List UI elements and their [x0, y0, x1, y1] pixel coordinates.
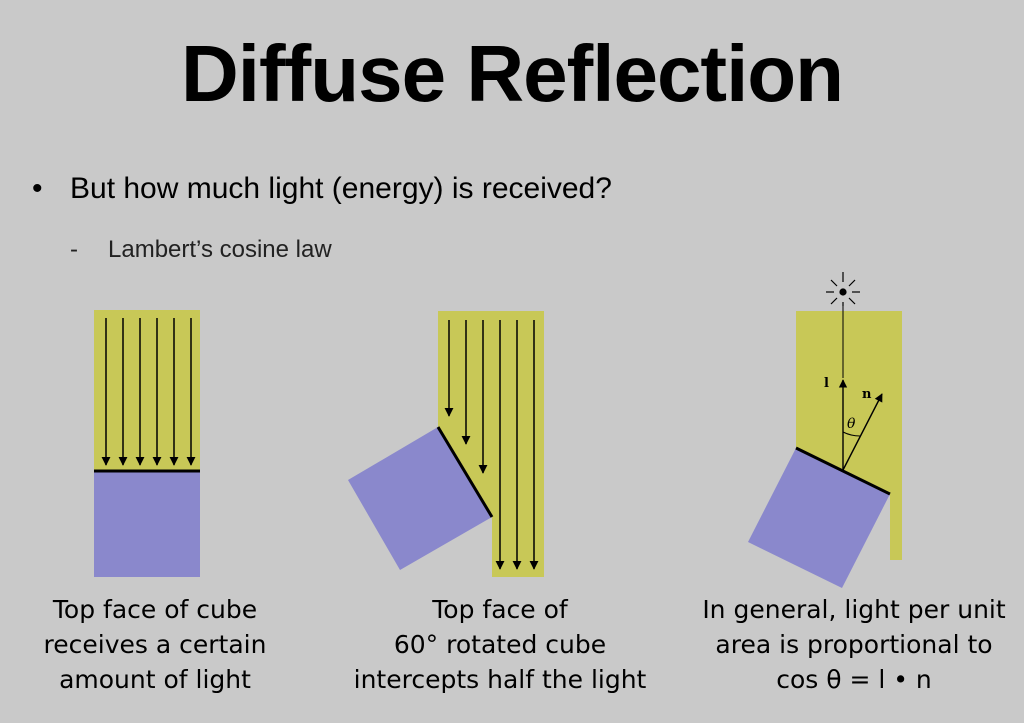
- light-beam: [94, 310, 200, 470]
- figure-general-case: l n θ: [748, 272, 902, 588]
- top-face: [436, 426, 494, 518]
- caption-line: receives a certain: [43, 630, 267, 659]
- top-face: [795, 446, 891, 496]
- light-rays: [101, 318, 196, 466]
- bullet-marker: •: [32, 172, 43, 205]
- caption-line: amount of light: [59, 665, 251, 694]
- caption-upright-cube: Top face of cube receives a certain amou…: [35, 592, 275, 697]
- caption-line: area is proportional to: [715, 630, 993, 659]
- light-rays: [444, 320, 539, 570]
- label-n: n: [862, 387, 872, 402]
- sub-bullet-marker: -: [70, 236, 78, 263]
- figure-rotated-cube: [348, 311, 544, 577]
- caption-line: 60° rotated cube: [393, 630, 607, 659]
- label-l: l: [824, 376, 829, 391]
- bullet-text: But how much light (energy) is received?: [70, 172, 612, 205]
- caption-line: Top face of cube: [52, 595, 258, 624]
- normal-vector-n: [842, 393, 883, 471]
- caption-line: Top face of: [432, 595, 568, 624]
- label-theta: θ: [847, 416, 856, 432]
- light-source-icon: [826, 272, 860, 306]
- figure-upright-cube: [94, 310, 200, 577]
- caption-rotated-cube: Top face of 60° rotated cube intercepts …: [345, 592, 655, 697]
- cube: [748, 448, 890, 588]
- slide-title: Diffuse Reflection: [180, 29, 844, 118]
- cube: [348, 427, 492, 570]
- sub-bullet-text: Lambert’s cosine law: [108, 236, 332, 263]
- caption-line: intercepts half the light: [353, 665, 647, 694]
- cube: [94, 471, 200, 577]
- angle-arc: [842, 431, 861, 437]
- light-beam: [796, 311, 902, 560]
- caption-general-case: In general, light per unit area is propo…: [695, 592, 1013, 697]
- caption-line: In general, light per unit: [702, 595, 1006, 624]
- caption-line: cos θ = l • n: [776, 665, 932, 694]
